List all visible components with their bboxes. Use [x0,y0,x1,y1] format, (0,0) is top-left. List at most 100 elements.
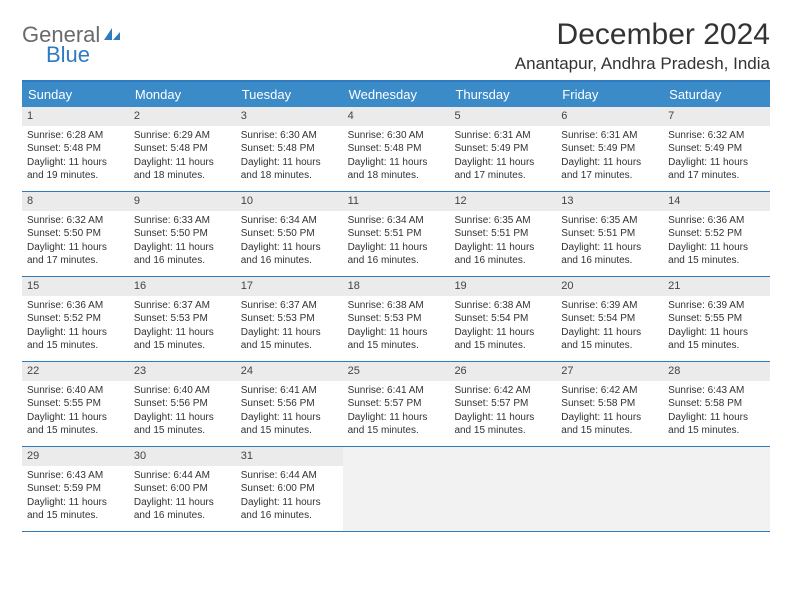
sunrise-text: Sunrise: 6:39 AM [561,299,658,313]
daylight-text: Daylight: 11 hours and 18 minutes. [348,156,445,183]
daylight-text: Daylight: 11 hours and 15 minutes. [27,326,124,353]
sunrise-text: Sunrise: 6:35 AM [454,214,551,228]
day-cell: 16Sunrise: 6:37 AMSunset: 5:53 PMDayligh… [129,277,236,361]
day-number: 12 [449,192,556,211]
day-number: 25 [343,362,450,381]
day-body: Sunrise: 6:30 AMSunset: 5:48 PMDaylight:… [343,126,450,187]
day-cell: 29Sunrise: 6:43 AMSunset: 5:59 PMDayligh… [22,447,129,531]
day-number: 26 [449,362,556,381]
day-body: Sunrise: 6:30 AMSunset: 5:48 PMDaylight:… [236,126,343,187]
sunrise-text: Sunrise: 6:30 AM [348,129,445,143]
sunrise-text: Sunrise: 6:33 AM [134,214,231,228]
sunrise-text: Sunrise: 6:32 AM [668,129,765,143]
day-body: Sunrise: 6:36 AMSunset: 5:52 PMDaylight:… [22,296,129,357]
sunset-text: Sunset: 5:54 PM [561,312,658,326]
day-number: 3 [236,107,343,126]
day-body: Sunrise: 6:38 AMSunset: 5:53 PMDaylight:… [343,296,450,357]
sunset-text: Sunset: 5:48 PM [134,142,231,156]
day-body: Sunrise: 6:34 AMSunset: 5:50 PMDaylight:… [236,211,343,272]
day-cell: 10Sunrise: 6:34 AMSunset: 5:50 PMDayligh… [236,192,343,276]
day-number: 15 [22,277,129,296]
week-row: 1Sunrise: 6:28 AMSunset: 5:48 PMDaylight… [22,107,770,192]
daylight-text: Daylight: 11 hours and 15 minutes. [454,326,551,353]
week-row: 22Sunrise: 6:40 AMSunset: 5:55 PMDayligh… [22,362,770,447]
title-block: December 2024 Anantapur, Andhra Pradesh,… [515,18,770,74]
day-body: Sunrise: 6:32 AMSunset: 5:50 PMDaylight:… [22,211,129,272]
day-body: Sunrise: 6:43 AMSunset: 5:59 PMDaylight:… [22,466,129,527]
sunrise-text: Sunrise: 6:28 AM [27,129,124,143]
day-number: 5 [449,107,556,126]
day-body: Sunrise: 6:39 AMSunset: 5:55 PMDaylight:… [663,296,770,357]
sunrise-text: Sunrise: 6:34 AM [348,214,445,228]
day-body: Sunrise: 6:39 AMSunset: 5:54 PMDaylight:… [556,296,663,357]
day-body: Sunrise: 6:31 AMSunset: 5:49 PMDaylight:… [449,126,556,187]
week-row: 15Sunrise: 6:36 AMSunset: 5:52 PMDayligh… [22,277,770,362]
daylight-text: Daylight: 11 hours and 17 minutes. [454,156,551,183]
sunset-text: Sunset: 5:58 PM [668,397,765,411]
sunset-text: Sunset: 5:48 PM [27,142,124,156]
day-number: 20 [556,277,663,296]
day-number: 13 [556,192,663,211]
day-body: Sunrise: 6:38 AMSunset: 5:54 PMDaylight:… [449,296,556,357]
sunset-text: Sunset: 6:00 PM [241,482,338,496]
day-body: Sunrise: 6:43 AMSunset: 5:58 PMDaylight:… [663,381,770,442]
day-header: Friday [556,82,663,107]
day-body: Sunrise: 6:36 AMSunset: 5:52 PMDaylight:… [663,211,770,272]
sunset-text: Sunset: 5:57 PM [348,397,445,411]
daylight-text: Daylight: 11 hours and 15 minutes. [668,326,765,353]
sunset-text: Sunset: 5:53 PM [348,312,445,326]
day-cell: 25Sunrise: 6:41 AMSunset: 5:57 PMDayligh… [343,362,450,446]
sunrise-text: Sunrise: 6:36 AM [27,299,124,313]
day-body: Sunrise: 6:42 AMSunset: 5:57 PMDaylight:… [449,381,556,442]
day-number: 18 [343,277,450,296]
day-cell: 20Sunrise: 6:39 AMSunset: 5:54 PMDayligh… [556,277,663,361]
daylight-text: Daylight: 11 hours and 15 minutes. [348,411,445,438]
daylight-text: Daylight: 11 hours and 16 minutes. [134,496,231,523]
daylight-text: Daylight: 11 hours and 16 minutes. [454,241,551,268]
day-header: Monday [129,82,236,107]
location: Anantapur, Andhra Pradesh, India [515,54,770,74]
day-number: 27 [556,362,663,381]
sunset-text: Sunset: 5:49 PM [668,142,765,156]
day-header-row: SundayMondayTuesdayWednesdayThursdayFrid… [22,82,770,107]
sunset-text: Sunset: 5:48 PM [241,142,338,156]
day-cell: 9Sunrise: 6:33 AMSunset: 5:50 PMDaylight… [129,192,236,276]
day-body: Sunrise: 6:33 AMSunset: 5:50 PMDaylight:… [129,211,236,272]
sunset-text: Sunset: 5:57 PM [454,397,551,411]
day-cell: 30Sunrise: 6:44 AMSunset: 6:00 PMDayligh… [129,447,236,531]
week-row: 29Sunrise: 6:43 AMSunset: 5:59 PMDayligh… [22,447,770,532]
daylight-text: Daylight: 11 hours and 15 minutes. [241,326,338,353]
sunset-text: Sunset: 5:52 PM [668,227,765,241]
sunset-text: Sunset: 5:55 PM [27,397,124,411]
day-number: 9 [129,192,236,211]
day-header: Tuesday [236,82,343,107]
day-cell: 12Sunrise: 6:35 AMSunset: 5:51 PMDayligh… [449,192,556,276]
sunrise-text: Sunrise: 6:31 AM [561,129,658,143]
day-cell: 31Sunrise: 6:44 AMSunset: 6:00 PMDayligh… [236,447,343,531]
day-cell: 28Sunrise: 6:43 AMSunset: 5:58 PMDayligh… [663,362,770,446]
sunrise-text: Sunrise: 6:42 AM [561,384,658,398]
weeks-container: 1Sunrise: 6:28 AMSunset: 5:48 PMDaylight… [22,107,770,532]
day-number: 22 [22,362,129,381]
daylight-text: Daylight: 11 hours and 16 minutes. [134,241,231,268]
day-number: 2 [129,107,236,126]
sunset-text: Sunset: 5:56 PM [241,397,338,411]
sunset-text: Sunset: 5:49 PM [454,142,551,156]
day-cell: 17Sunrise: 6:37 AMSunset: 5:53 PMDayligh… [236,277,343,361]
logo-text-blue: Blue [46,42,90,67]
day-header: Sunday [22,82,129,107]
day-body: Sunrise: 6:31 AMSunset: 5:49 PMDaylight:… [556,126,663,187]
daylight-text: Daylight: 11 hours and 16 minutes. [561,241,658,268]
day-body: Sunrise: 6:40 AMSunset: 5:56 PMDaylight:… [129,381,236,442]
day-cell [556,447,663,531]
sunrise-text: Sunrise: 6:36 AM [668,214,765,228]
sunset-text: Sunset: 5:51 PM [454,227,551,241]
day-body: Sunrise: 6:35 AMSunset: 5:51 PMDaylight:… [449,211,556,272]
day-body: Sunrise: 6:41 AMSunset: 5:57 PMDaylight:… [343,381,450,442]
day-number: 14 [663,192,770,211]
day-body: Sunrise: 6:42 AMSunset: 5:58 PMDaylight:… [556,381,663,442]
daylight-text: Daylight: 11 hours and 15 minutes. [668,241,765,268]
day-number: 21 [663,277,770,296]
sunrise-text: Sunrise: 6:42 AM [454,384,551,398]
day-number: 8 [22,192,129,211]
